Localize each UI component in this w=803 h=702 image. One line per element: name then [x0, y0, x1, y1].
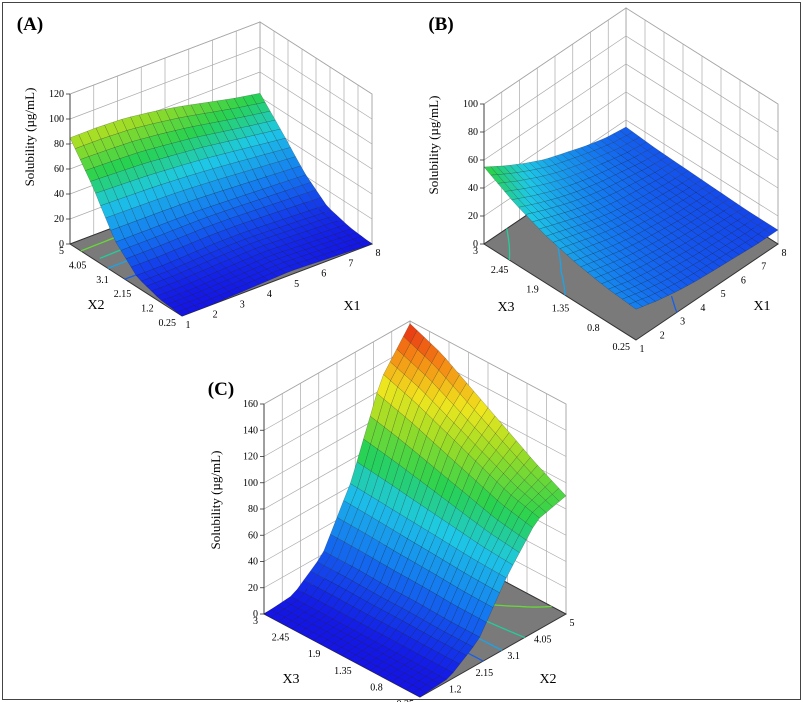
y-tick-label: 1.9 [308, 649, 321, 660]
response-surface [483, 126, 779, 310]
y-tick-label: 1.2 [141, 304, 154, 315]
x-axis: 1 2 3 4 5 6 7 8 [186, 248, 381, 331]
surface-chart-a: 0 20 40 60 80 100 120 Solubility (µg/mL) 1 2 3 4 5 6 7… [17, 14, 381, 331]
x-tick-label: 6 [741, 275, 746, 286]
y-tick-label: 0.25 [159, 318, 177, 329]
y-tick-label: 0.25 [397, 699, 415, 702]
z-tick-label: 20 [54, 214, 64, 225]
x-tick-label: 3 [680, 317, 685, 328]
z-tick-label: 100 [463, 99, 478, 110]
x-tick-label: 3 [240, 299, 245, 310]
z-tick-label: 60 [54, 164, 64, 175]
z-tick-label: 100 [49, 114, 64, 125]
response-surface [263, 323, 567, 698]
surface-chart-c: 0 20 40 60 80 100 120 140 160 Solubility (µg/mL) 0… [208, 320, 575, 702]
y-axis-title: X2 [87, 298, 104, 313]
z-tick-label: 0 [473, 239, 478, 250]
z-tick-label: 40 [248, 557, 258, 568]
x-tick-label: 6 [321, 269, 326, 280]
panel-label: (C) [208, 379, 234, 400]
y-tick-label: 1.9 [526, 284, 539, 295]
x-tick-label: 8 [782, 248, 787, 259]
z-axis: 0 20 40 60 80 100 [463, 99, 485, 250]
x-tick-label: 5 [570, 618, 575, 629]
y-tick-label: 2.45 [491, 265, 509, 276]
z-tick-label: 20 [248, 583, 258, 594]
x-axis: 1 2 3 4 5 6 7 8 [640, 248, 787, 355]
z-axis-title: Solubility (µg/mL) [22, 88, 37, 187]
y-axis-title: X3 [497, 300, 514, 315]
x-tick-label: 7 [761, 262, 766, 273]
y-tick-label: 3 [253, 616, 258, 627]
z-axis-title: Solubility (µg/mL) [208, 451, 223, 550]
y-tick-label: 0.25 [613, 342, 631, 353]
y-tick-label: 0.8 [370, 682, 383, 693]
z-tick-label: 60 [248, 530, 258, 541]
x-tick-label: 3.1 [507, 651, 520, 662]
x-tick-label: 4 [700, 303, 705, 314]
x-axis-title: X1 [753, 299, 770, 314]
z-axis: 0 20 40 60 80 100 120 [49, 89, 71, 250]
x-tick-label: 7 [348, 258, 353, 269]
surface-patch [176, 308, 191, 317]
surface-patch [628, 301, 643, 310]
z-tick-label: 120 [243, 452, 258, 463]
x-tick-label: 5 [294, 279, 299, 290]
z-tick-label: 80 [468, 127, 478, 138]
surface-chart-b: 0 20 40 60 80 100 Solubility (µg/mL) 1 2 3 4 5 6 7 8 X1… [426, 7, 787, 355]
x-axis-title: X2 [539, 672, 556, 687]
z-tick-label: 160 [243, 399, 258, 410]
surface-patch [412, 688, 427, 698]
y-tick-label: 2.45 [272, 633, 290, 644]
z-tick-label: 40 [54, 189, 64, 200]
z-axis-title: Solubility (µg/mL) [426, 96, 441, 195]
y-axis: 0.25 1.2 2.15 3.1 4.05 5 [59, 246, 176, 329]
y-tick-label: 4.05 [69, 260, 87, 271]
y-axis: 0.25 0.8 1.35 1.9 2.45 3 [473, 246, 630, 353]
x-tick-label: 8 [376, 248, 381, 259]
x-tick-label: 1.2 [449, 684, 462, 695]
x-tick-label: 5 [721, 289, 726, 300]
y-axis: 0.25 0.8 1.35 1.9 2.45 3 [253, 616, 414, 702]
z-tick-label: 0 [253, 609, 258, 620]
z-tick-label: 40 [468, 183, 478, 194]
y-tick-label: 3 [473, 246, 478, 257]
z-axis: 0 20 40 60 80 100 120 140 160 [243, 399, 265, 620]
z-tick-label: 80 [248, 504, 258, 515]
z-tick-label: 0 [59, 239, 64, 250]
response-surface [69, 93, 373, 317]
z-tick-label: 120 [49, 89, 64, 100]
y-tick-label: 0.8 [587, 323, 600, 334]
x-tick-label: 2 [660, 330, 665, 341]
panel-label: (A) [17, 14, 43, 35]
z-tick-label: 80 [54, 139, 64, 150]
x-tick-label: 4 [267, 289, 272, 300]
x-tick-label: 2.15 [476, 668, 494, 679]
y-tick-label: 1.35 [334, 666, 352, 677]
y-tick-label: 3.1 [96, 275, 109, 286]
y-tick-label: 2.15 [114, 289, 132, 300]
x-tick-label: 1 [640, 344, 645, 355]
z-tick-label: 20 [468, 211, 478, 222]
y-tick-label: 1.35 [552, 304, 570, 315]
z-tick-label: 140 [243, 425, 258, 436]
panel-label: (B) [428, 14, 453, 35]
x-tick-label: 1 [186, 320, 191, 331]
z-tick-label: 60 [468, 155, 478, 166]
x-axis-title: X1 [343, 299, 360, 314]
y-tick-label: 5 [59, 246, 64, 257]
x-tick-label: 2 [213, 310, 218, 321]
y-axis-title: X3 [282, 672, 299, 687]
z-tick-label: 100 [243, 478, 258, 489]
x-tick-label: 4.05 [534, 635, 552, 646]
floor-contour-line [506, 228, 511, 261]
